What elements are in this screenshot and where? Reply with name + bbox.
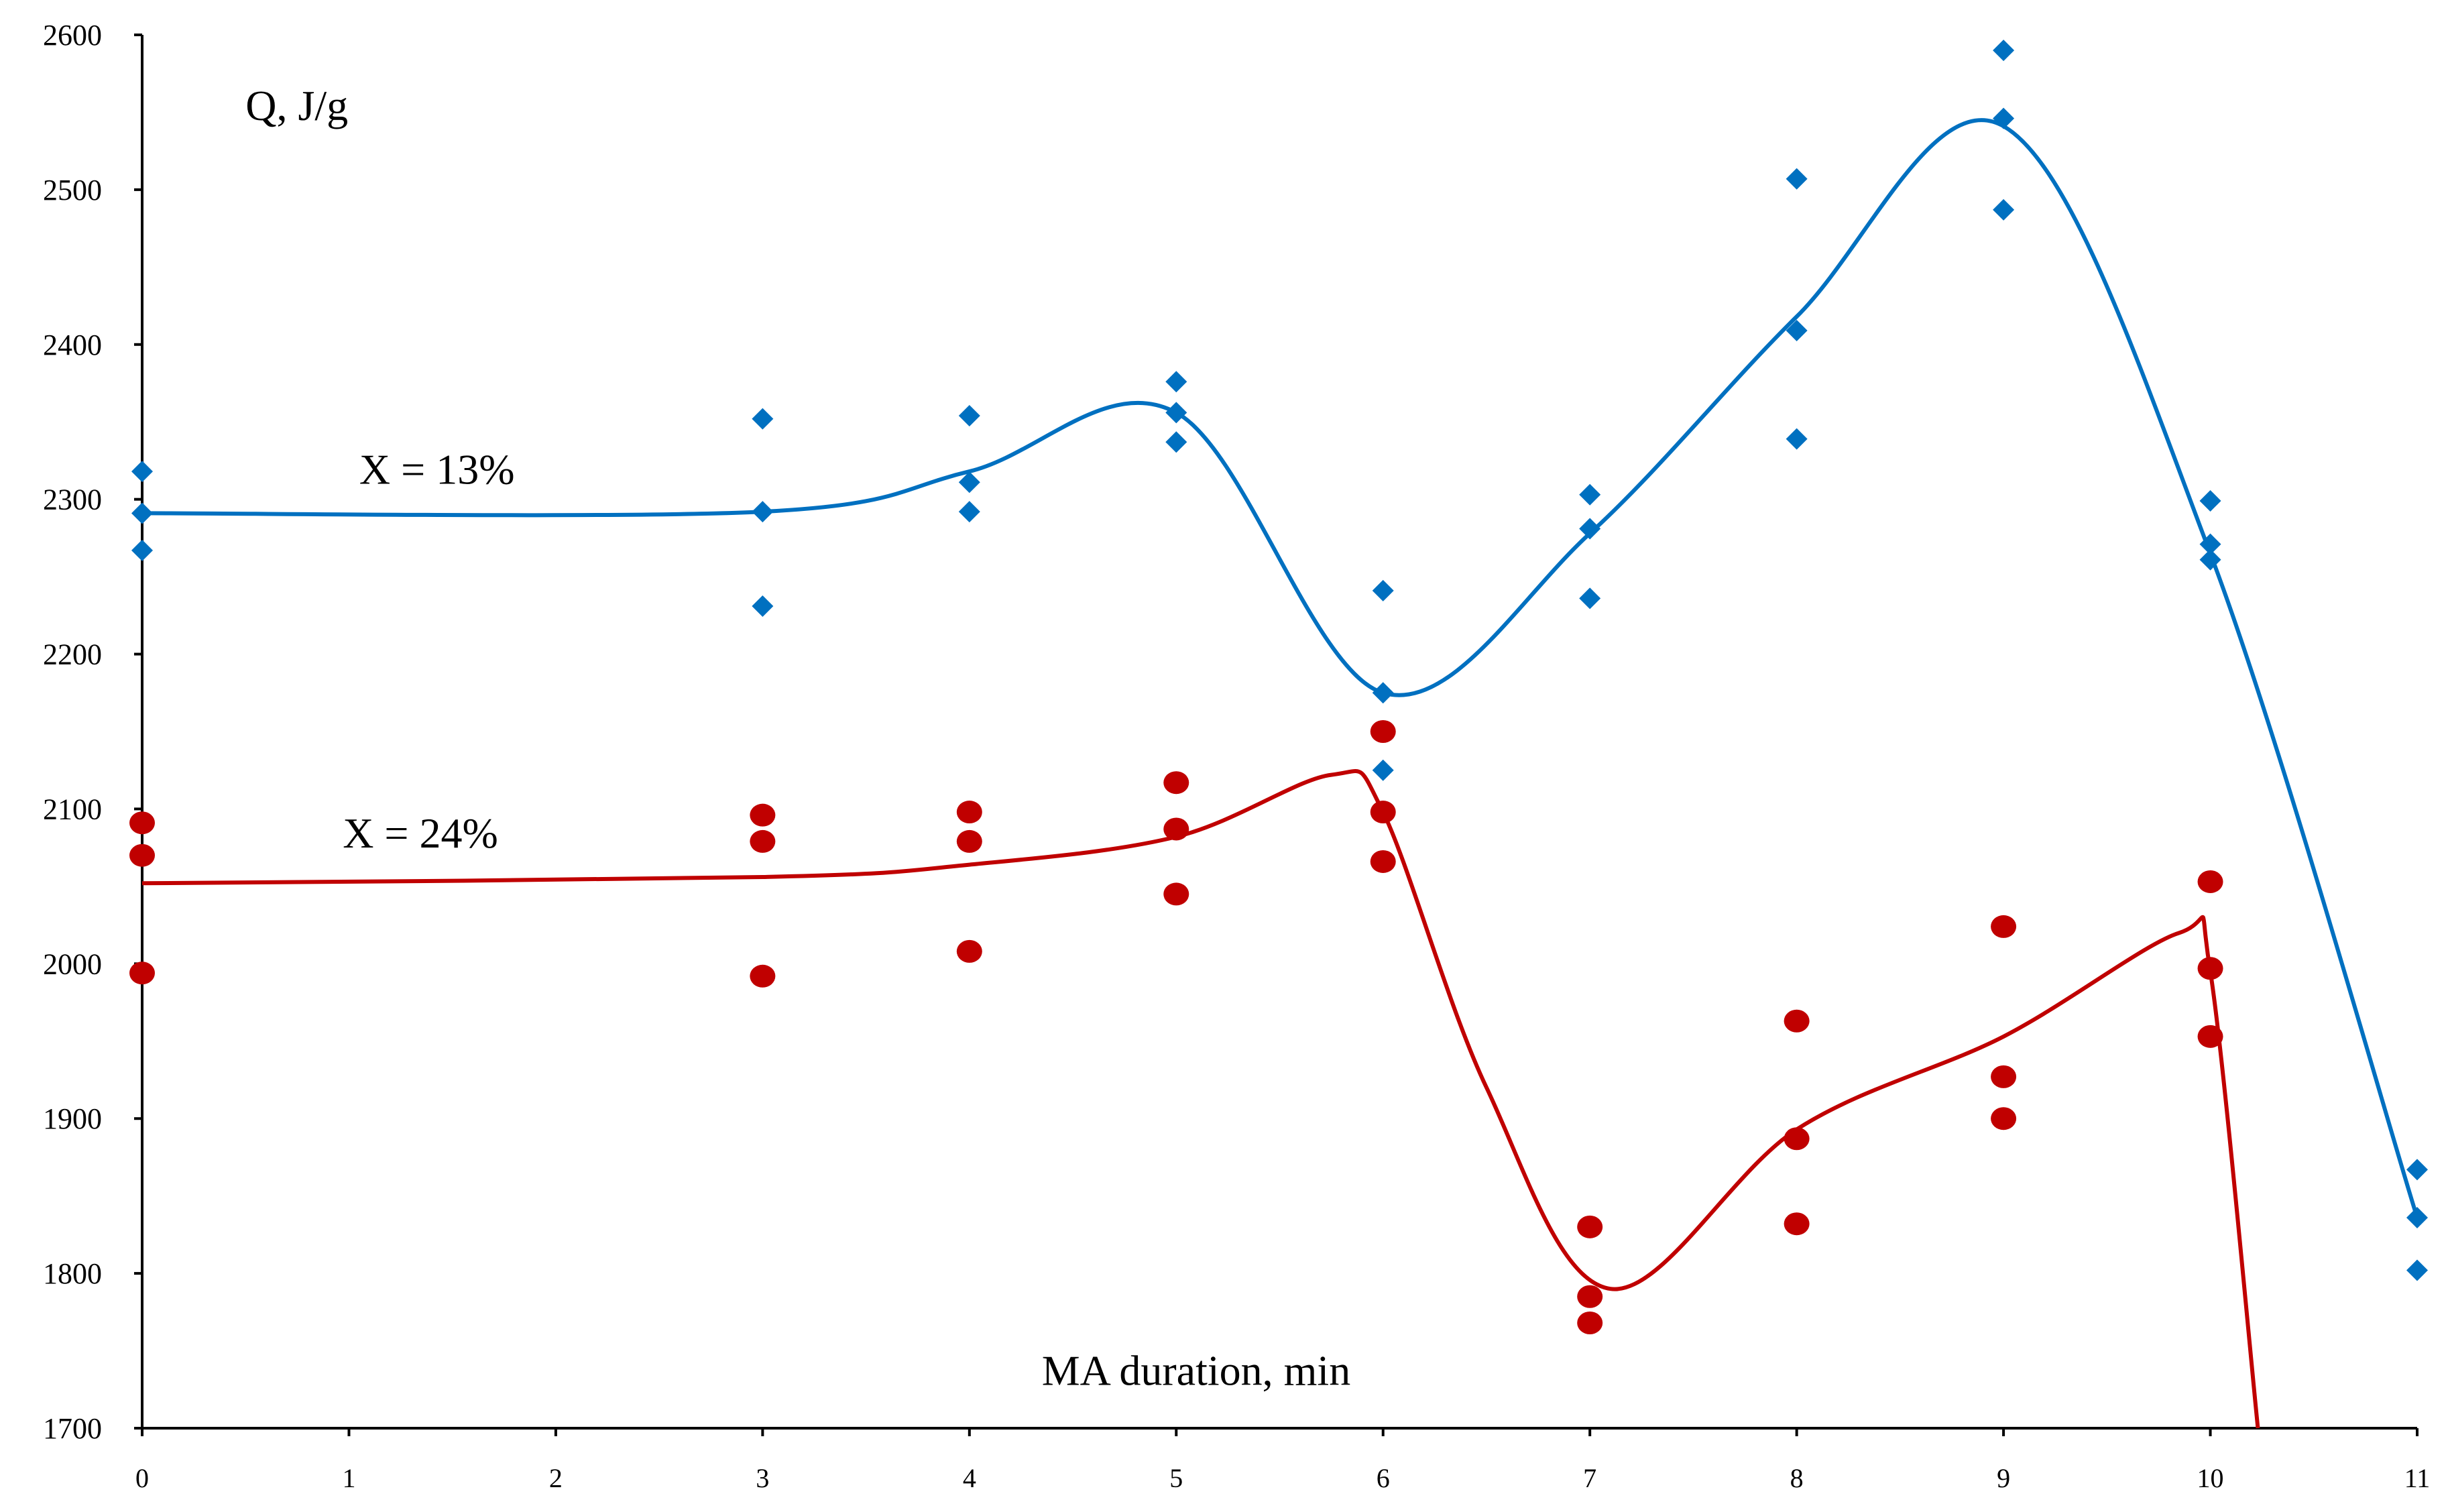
data-point-series-0 xyxy=(1786,168,1808,190)
axes xyxy=(134,34,2418,1436)
data-point-series-0 xyxy=(131,539,153,561)
y-tick-label: 2000 xyxy=(43,947,102,980)
x-tick-label: 3 xyxy=(756,1463,769,1493)
data-point-series-0 xyxy=(1786,319,1808,341)
x-tick-label: 9 xyxy=(1997,1463,2010,1493)
data-point-series-0 xyxy=(958,501,980,523)
data-point-series-1 xyxy=(956,939,982,963)
data-point-series-1 xyxy=(2197,870,2223,893)
data-point-series-1 xyxy=(1370,801,1396,824)
data-point-series-0 xyxy=(1993,107,2015,129)
x-tick-label: 1 xyxy=(342,1463,355,1493)
data-point-series-1 xyxy=(2197,1025,2223,1048)
x-tick-label: 10 xyxy=(2197,1463,2224,1493)
data-point-series-1 xyxy=(956,829,982,853)
data-point-series-1 xyxy=(129,844,155,867)
annotation-label: X = 24% xyxy=(343,809,498,857)
trend-curves xyxy=(141,118,2419,1429)
data-point-series-0 xyxy=(2406,1259,2428,1281)
data-point-series-0 xyxy=(1993,40,2015,62)
x-tick-label: 6 xyxy=(1377,1463,1390,1493)
annotations: Q, J/g X = 13% X = 24% MA duration, min xyxy=(245,82,1350,1394)
data-point-series-1 xyxy=(1370,850,1396,873)
y-tick-label: 2500 xyxy=(43,174,102,207)
y-tick-label: 1800 xyxy=(43,1257,102,1290)
trend-line-series-1 xyxy=(141,769,2260,1429)
data-point-series-1 xyxy=(956,801,982,824)
data-point-series-1 xyxy=(1370,720,1396,743)
data-point-series-0 xyxy=(1579,518,1601,540)
data-point-series-0 xyxy=(1579,587,1601,609)
data-point-series-1 xyxy=(1784,1009,1810,1033)
trend-line-series-0 xyxy=(141,118,2419,1218)
data-point-series-1 xyxy=(1577,1215,1603,1238)
data-point-series-1 xyxy=(1784,1127,1810,1151)
y-tick-label: 1900 xyxy=(43,1102,102,1135)
data-point-series-0 xyxy=(958,404,980,426)
data-point-series-0 xyxy=(131,461,153,483)
data-point-series-1 xyxy=(750,803,776,827)
tick-labels: 1700180019002000210022002300240025002600… xyxy=(43,19,2430,1493)
data-point-series-0 xyxy=(2406,1159,2428,1181)
data-point-series-1 xyxy=(1991,915,2017,938)
x-tick-label: 4 xyxy=(963,1463,976,1493)
data-point-series-1 xyxy=(1784,1212,1810,1236)
x-tick-label: 2 xyxy=(549,1463,563,1493)
y-tick-label: 1700 xyxy=(43,1412,102,1445)
data-point-series-0 xyxy=(2406,1206,2428,1228)
x-tick-label: 0 xyxy=(135,1463,149,1493)
data-point-series-1 xyxy=(750,964,776,988)
data-point-series-1 xyxy=(1577,1311,1603,1334)
data-point-series-0 xyxy=(1372,682,1394,704)
data-point-series-0 xyxy=(1372,759,1394,781)
data-point-series-0 xyxy=(1993,198,2015,221)
x-tick-label: 11 xyxy=(2404,1463,2431,1493)
data-point-series-0 xyxy=(752,501,774,523)
data-point-series-1 xyxy=(1163,771,1189,795)
data-point-series-1 xyxy=(1991,1065,2017,1088)
data-point-series-0 xyxy=(1786,428,1808,450)
data-point-series-1 xyxy=(1577,1285,1603,1308)
x-tick-label: 5 xyxy=(1169,1463,1183,1493)
data-point-series-0 xyxy=(1165,402,1187,424)
x-tick-label: 8 xyxy=(1790,1463,1804,1493)
data-point-series-0 xyxy=(958,471,980,493)
y-tick-label: 2100 xyxy=(43,793,102,825)
data-point-series-1 xyxy=(1163,882,1189,906)
data-point-series-1 xyxy=(1163,817,1189,841)
annotation-label: Q, J/g xyxy=(245,82,348,129)
data-point-series-0 xyxy=(1165,371,1187,393)
data-point-series-1 xyxy=(129,811,155,835)
data-point-series-0 xyxy=(131,502,153,524)
data-point-series-1 xyxy=(2197,957,2223,980)
y-tick-label: 2200 xyxy=(43,638,102,671)
data-point-series-0 xyxy=(752,595,774,617)
data-point-series-1 xyxy=(750,829,776,853)
data-point-series-0 xyxy=(2199,548,2221,571)
annotation-label: X = 13% xyxy=(359,446,515,493)
data-point-series-0 xyxy=(1372,579,1394,601)
y-tick-label: 2600 xyxy=(43,19,102,52)
x-tick-label: 7 xyxy=(1583,1463,1596,1493)
y-tick-label: 2400 xyxy=(43,329,102,361)
data-point-series-1 xyxy=(129,962,155,985)
data-point-series-0 xyxy=(2199,489,2221,512)
data-point-series-1 xyxy=(1991,1107,2017,1130)
data-point-series-0 xyxy=(1579,483,1601,506)
data-points xyxy=(129,40,2428,1334)
data-point-series-0 xyxy=(752,408,774,430)
annotation-label: MA duration, min xyxy=(1042,1346,1350,1394)
data-point-series-0 xyxy=(1165,431,1187,453)
y-tick-label: 2300 xyxy=(43,483,102,516)
data-point-series-0 xyxy=(2199,533,2221,555)
